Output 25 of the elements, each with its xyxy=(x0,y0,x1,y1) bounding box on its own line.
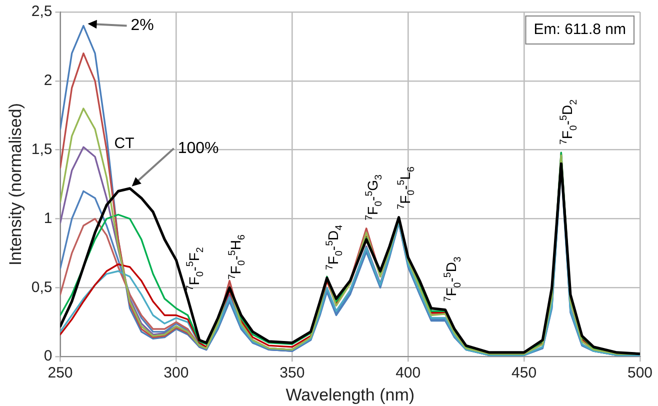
annotation: 7F0-5D3 xyxy=(442,256,464,302)
annotation: 7F0-5L6 xyxy=(396,166,418,210)
annotation: Em: 611.8 nm xyxy=(534,21,626,38)
x-tick-label: 400 xyxy=(396,364,421,382)
y-tick-label: 2,5 xyxy=(31,3,52,20)
y-tick-label: 1,5 xyxy=(31,140,52,158)
annotation: 7F0-5G3 xyxy=(364,174,385,220)
y-axis-title: Intensity (normalised) xyxy=(6,103,25,266)
y-tick-label: 2 xyxy=(44,72,52,90)
x-tick-label: 450 xyxy=(512,364,537,382)
y-tick-label: 1 xyxy=(44,210,52,227)
x-tick-label: 250 xyxy=(48,364,73,382)
y-tick-label: 0,5 xyxy=(31,278,52,296)
annotation: CT xyxy=(114,135,134,152)
y-tick-label: 0 xyxy=(44,348,52,365)
x-tick-label: 500 xyxy=(627,364,653,382)
annotation: 7F0-5D4 xyxy=(324,224,346,270)
x-tick-label: 300 xyxy=(164,364,189,382)
annotation: 7F0-5H6 xyxy=(226,234,248,280)
annotation: 7F0-5F2 xyxy=(185,247,206,291)
x-tick-label: 350 xyxy=(280,364,305,382)
annotation: 2% xyxy=(130,17,154,34)
annotation: 7F0-5D2 xyxy=(558,99,580,145)
x-axis-title: Wavelength (nm) xyxy=(286,385,415,404)
annotation: 100% xyxy=(178,140,219,157)
